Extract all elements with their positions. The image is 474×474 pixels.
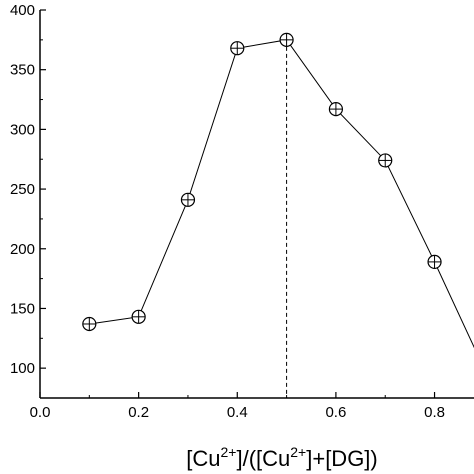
x-tick-label: 0.8 — [424, 404, 445, 421]
y-tick-label: 400 — [10, 2, 35, 19]
y-tick-label: 200 — [10, 241, 35, 258]
y-tick-label: 250 — [10, 181, 35, 198]
axes — [39, 10, 474, 399]
data-point — [82, 316, 97, 332]
data-point — [378, 153, 393, 168]
x-tick-label: 0.2 — [128, 404, 149, 421]
x-tick-label: 0.6 — [325, 404, 346, 421]
data-point — [131, 309, 146, 324]
series — [82, 32, 474, 398]
x-axis-title-part-1: [Cu — [186, 446, 220, 471]
y-tick-label: 300 — [10, 121, 35, 138]
data-point — [279, 32, 294, 47]
y-tick-label: 100 — [10, 360, 35, 377]
y-tick-label: 350 — [10, 62, 35, 79]
x-axis-title: [Cu2+]/([Cu2+]+[DG]) — [186, 444, 378, 471]
y-tick-label: 150 — [10, 300, 35, 317]
x-tick-label: 0.0 — [30, 404, 51, 421]
data-point — [427, 254, 442, 270]
x-axis-title-part-2: ]/([Cu — [236, 446, 290, 471]
data-point — [230, 41, 245, 56]
x-axis-title-part-3: ]+[DG]) — [306, 446, 378, 471]
x-axis-title-sup-1: 2+ — [221, 444, 237, 460]
x-tick-label: 0.4 — [227, 404, 248, 421]
data-point — [328, 101, 344, 117]
data-point — [180, 192, 196, 207]
series-line — [89, 39, 474, 349]
ticks: 0.0 0.2 0.4 0.6 0.8 100 150 200 250 300 350 400 — [10, 2, 445, 421]
x-axis-title-sup-2: 2+ — [290, 444, 306, 460]
